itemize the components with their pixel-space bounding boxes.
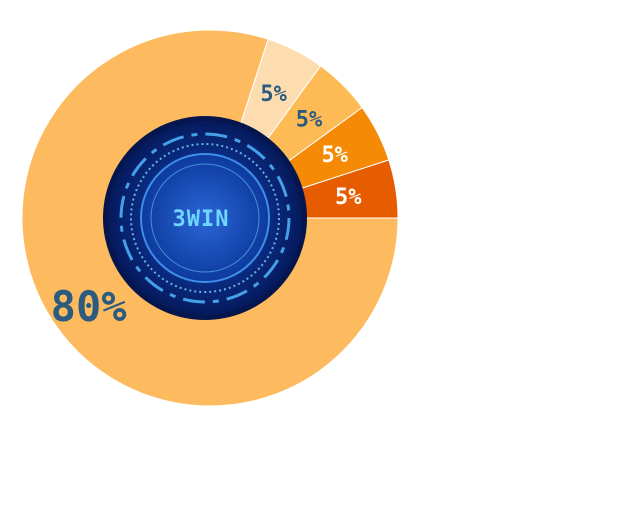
center-emblem: 3WIN	[103, 116, 307, 320]
slice-label-3: 5%	[260, 82, 287, 107]
center-label: 3WIN	[173, 207, 230, 232]
slice-label-4: 80%	[51, 282, 127, 331]
slice-label-0: 5%	[335, 185, 362, 210]
slice-label-2: 5%	[296, 108, 323, 133]
emblem-dashed-ring	[119, 132, 291, 304]
emblem-core	[140, 153, 270, 283]
slice-label-1: 5%	[321, 143, 348, 168]
emblem-dotted-ring	[130, 143, 280, 293]
emblem-inner-ring	[150, 163, 260, 273]
